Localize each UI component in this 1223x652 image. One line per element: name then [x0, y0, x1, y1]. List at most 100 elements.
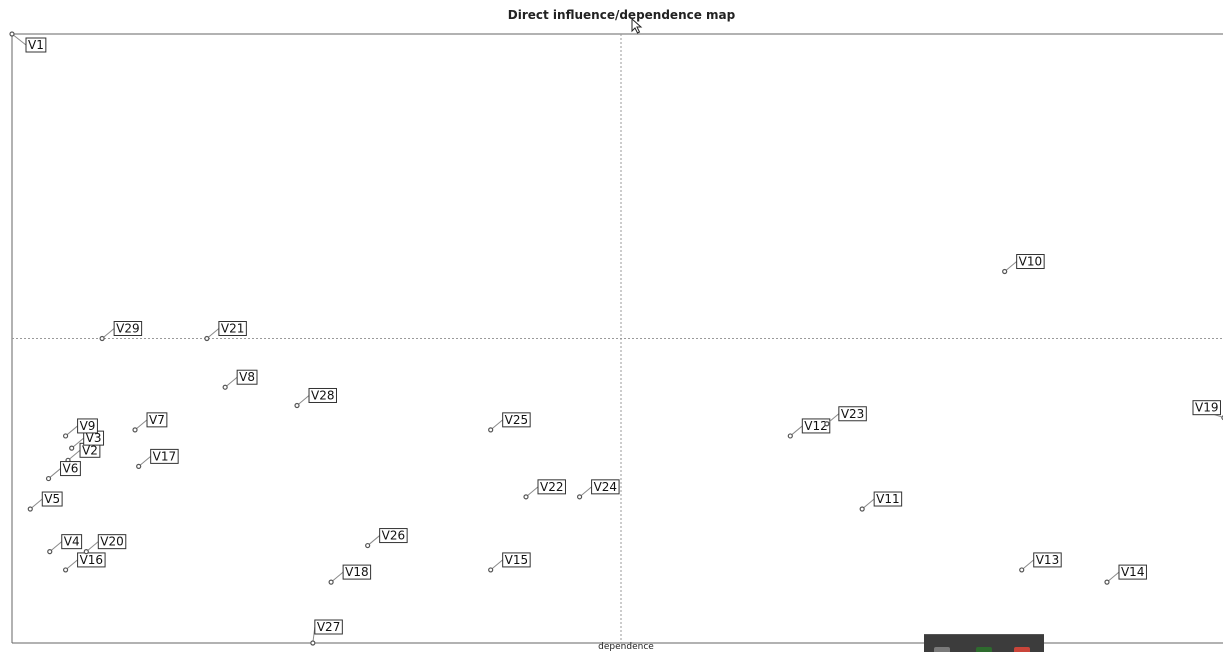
data-point-v13[interactable]: V13: [1019, 552, 1062, 573]
leader-line: [65, 425, 78, 437]
data-point-v18[interactable]: V18: [328, 564, 372, 585]
point-label-box: [308, 387, 337, 403]
point-label: V20: [100, 535, 123, 549]
data-point-v2[interactable]: V2: [65, 442, 101, 463]
point-label: V15: [505, 553, 528, 567]
point-marker[interactable]: [1104, 579, 1110, 585]
point-label-box: [502, 412, 531, 428]
point-marker[interactable]: [62, 433, 69, 439]
mouse-cursor-icon: [631, 18, 643, 34]
point-marker[interactable]: [523, 494, 529, 500]
data-point-v12[interactable]: V12: [787, 418, 831, 439]
leader-line: [48, 468, 61, 479]
data-point-v16[interactable]: V16: [62, 552, 106, 573]
point-marker[interactable]: [787, 433, 793, 439]
data-point-v22[interactable]: V22: [523, 479, 566, 500]
leader-line: [1106, 571, 1120, 583]
point-marker[interactable]: [859, 506, 865, 512]
data-point-v11[interactable]: V11: [859, 491, 903, 512]
data-point-v21[interactable]: V21: [204, 321, 247, 342]
point-marker[interactable]: [576, 494, 583, 500]
point-marker[interactable]: [99, 335, 105, 342]
data-point-v7[interactable]: V7: [132, 412, 168, 433]
point-label: V11: [876, 492, 899, 506]
leader-line: [861, 498, 875, 510]
point-marker[interactable]: [328, 579, 334, 585]
point-marker[interactable]: [132, 427, 138, 433]
point-marker[interactable]: [204, 335, 210, 342]
leader-line: [1004, 261, 1017, 272]
point-label: V29: [116, 322, 139, 336]
point-marker[interactable]: [83, 549, 89, 555]
point-label: V26: [382, 529, 405, 543]
leader-line: [579, 486, 592, 498]
app-icon[interactable]: [976, 647, 992, 652]
leader-line: [367, 535, 380, 546]
leader-line: [789, 425, 803, 437]
point-label-box: [1192, 400, 1221, 416]
point-marker[interactable]: [488, 567, 494, 573]
point-label: V1: [28, 38, 44, 52]
point-label-box: [236, 369, 258, 385]
data-point-v1[interactable]: V1: [9, 31, 47, 53]
point-marker[interactable]: [1019, 567, 1025, 573]
point-label-box: [591, 479, 620, 495]
x-axis-label: dependence: [598, 642, 654, 652]
data-point-v23[interactable]: V23: [824, 406, 867, 427]
point-marker[interactable]: [45, 475, 52, 482]
point-label: V28: [311, 388, 334, 402]
data-point-v19[interactable]: V19: [1192, 400, 1223, 421]
point-marker[interactable]: [824, 421, 830, 427]
data-point-v25[interactable]: V25: [488, 412, 531, 433]
data-point-v26[interactable]: V26: [365, 528, 408, 549]
point-label-box: [1016, 254, 1045, 270]
data-point-v6[interactable]: V6: [45, 461, 81, 482]
leader-line: [49, 541, 63, 553]
data-point-v17[interactable]: V17: [136, 448, 179, 469]
point-marker[interactable]: [365, 542, 371, 549]
data-point-v4[interactable]: V4: [47, 534, 83, 555]
app-icon[interactable]: [1014, 647, 1030, 652]
point-marker[interactable]: [294, 402, 300, 409]
data-point-v10[interactable]: V10: [1002, 254, 1045, 275]
point-label: V10: [1019, 255, 1042, 269]
data-point-v15[interactable]: V15: [488, 552, 531, 573]
point-label: V3: [86, 431, 102, 445]
point-label-box: [41, 491, 63, 507]
point-marker[interactable]: [1002, 268, 1008, 275]
point-marker[interactable]: [27, 506, 33, 512]
point-label-box: [77, 552, 106, 568]
app-icon[interactable]: [934, 647, 950, 652]
point-label-box: [113, 321, 143, 336]
point-marker[interactable]: [62, 567, 69, 573]
point-label: V12: [804, 419, 827, 433]
data-point-v27[interactable]: V27: [310, 619, 343, 646]
point-marker[interactable]: [488, 427, 494, 433]
leader-line: [490, 419, 503, 431]
point-marker[interactable]: [47, 549, 53, 555]
point-label-box: [150, 448, 179, 464]
data-point-v28[interactable]: V28: [294, 387, 337, 409]
point-marker[interactable]: [9, 31, 15, 37]
point-label: V6: [63, 462, 79, 476]
data-point-v5[interactable]: V5: [27, 491, 63, 512]
leader-line: [11, 33, 27, 46]
data-point-v8[interactable]: V8: [222, 369, 258, 390]
point-label-box: [342, 564, 372, 580]
leader-line: [138, 456, 151, 467]
point-marker[interactable]: [136, 463, 142, 469]
point-marker[interactable]: [69, 445, 75, 451]
point-label: V4: [64, 535, 80, 549]
point-marker[interactable]: [222, 384, 228, 390]
data-point-v9[interactable]: V9: [62, 418, 98, 439]
leader-line: [330, 571, 344, 583]
point-marker[interactable]: [310, 640, 316, 646]
point-label: V8: [239, 370, 255, 384]
leader-line: [525, 486, 539, 498]
point-label: V23: [841, 407, 864, 421]
data-point-v29[interactable]: V29: [99, 321, 143, 342]
data-point-v14[interactable]: V14: [1104, 564, 1147, 585]
data-point-v20[interactable]: V20: [83, 534, 127, 555]
data-point-v24[interactable]: V24: [576, 479, 620, 500]
